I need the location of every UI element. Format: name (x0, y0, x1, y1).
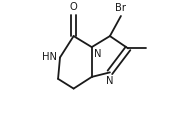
Text: N: N (106, 76, 114, 86)
Text: Br: Br (115, 3, 126, 13)
Text: HN: HN (42, 52, 57, 62)
Text: HN: HN (42, 52, 57, 62)
Text: O: O (70, 2, 78, 12)
Text: O: O (70, 2, 78, 12)
Text: N: N (106, 76, 114, 86)
Text: N: N (94, 49, 102, 59)
Text: N: N (94, 49, 102, 59)
Text: Br: Br (115, 3, 126, 13)
